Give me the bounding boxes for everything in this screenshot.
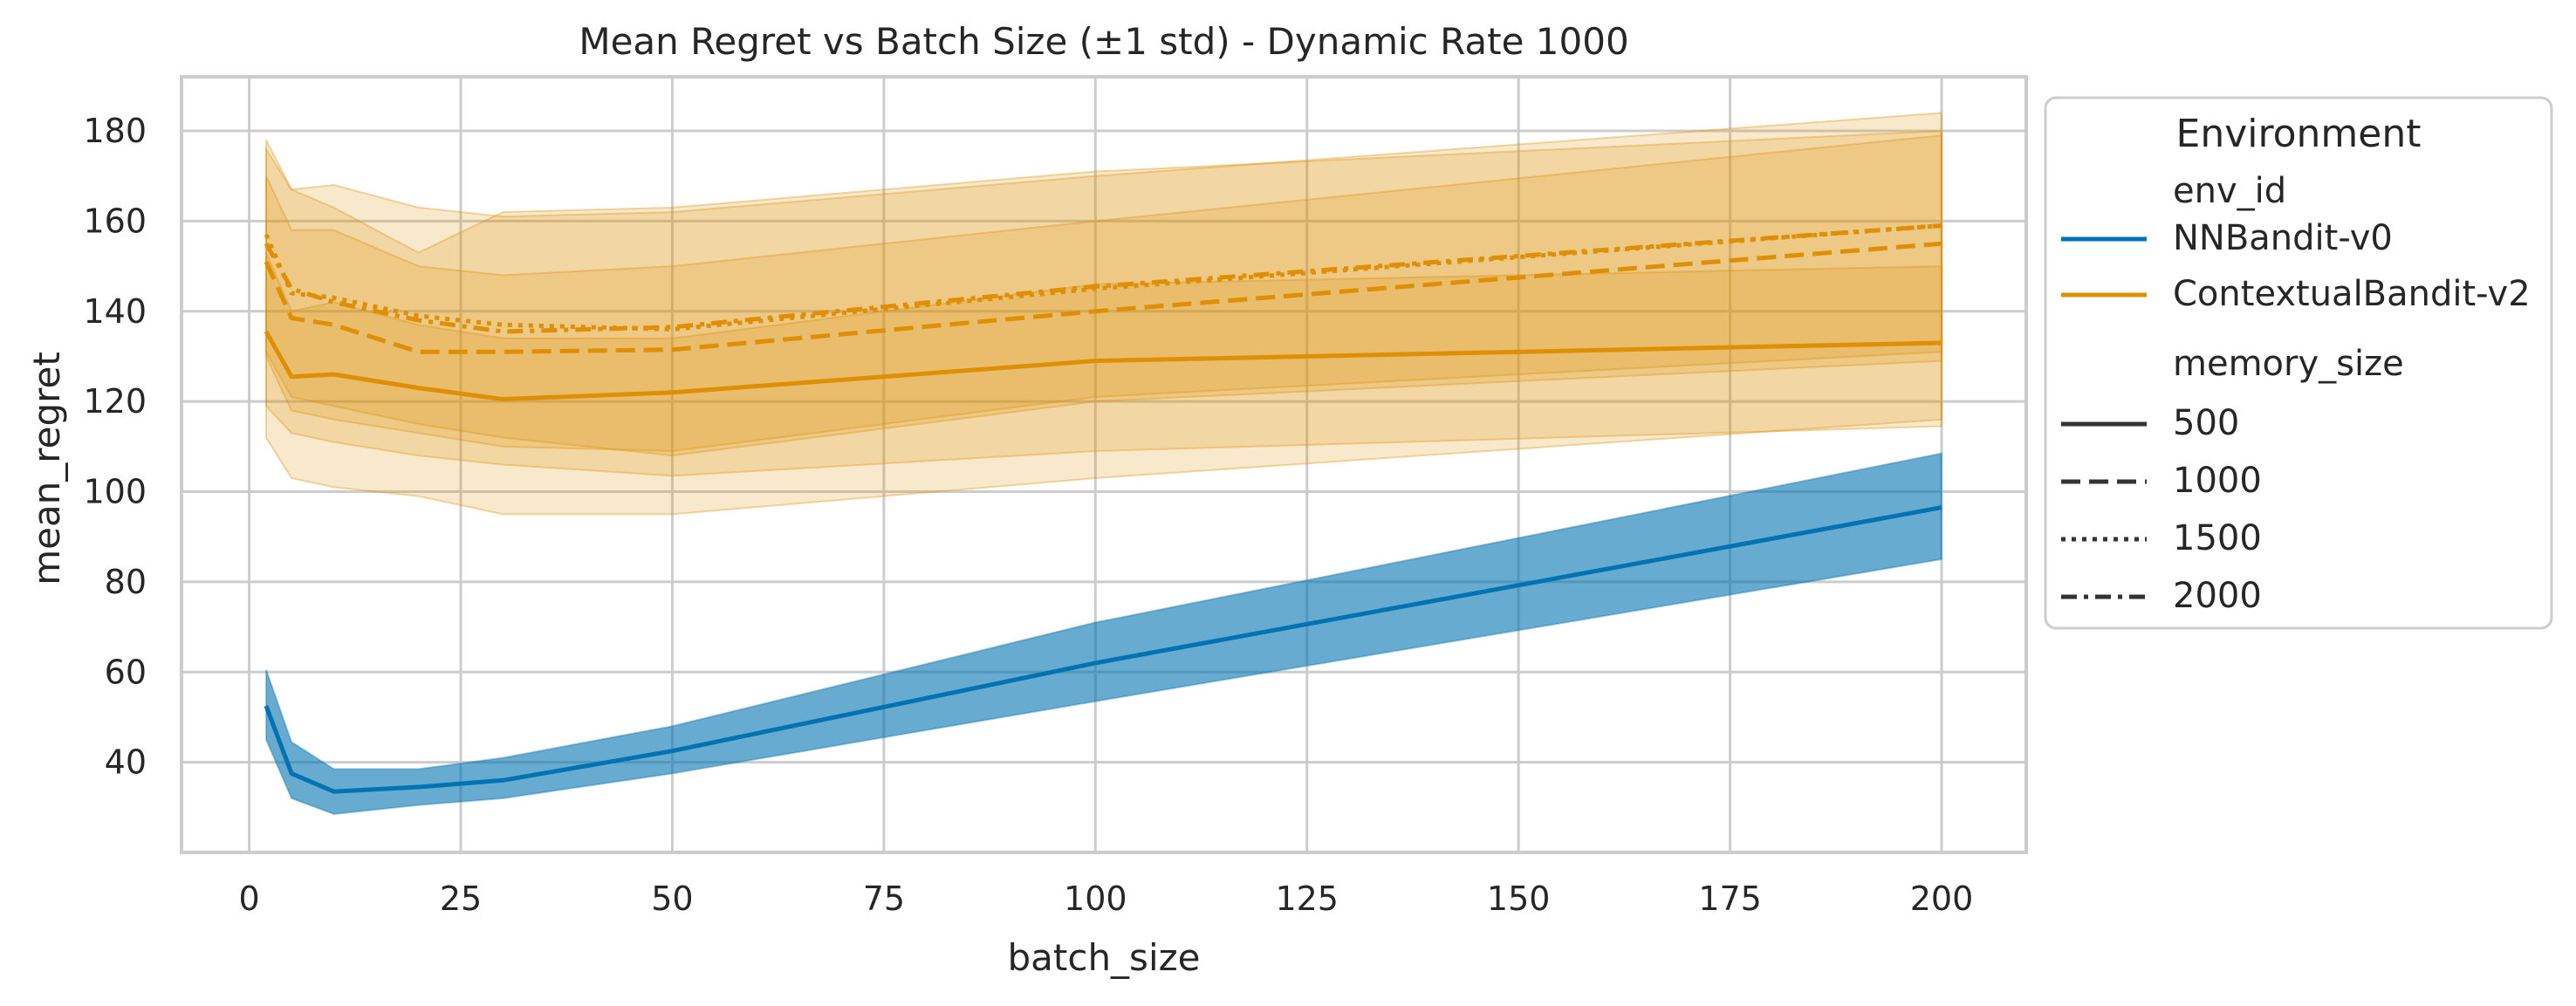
x-tick-label: 200 <box>1910 879 1974 918</box>
y-tick-label: 60 <box>105 653 147 691</box>
legend-entry-label: 2000 <box>2173 576 2262 616</box>
legend-box <box>2044 96 2553 630</box>
mean-lines <box>264 223 1942 794</box>
x-tick-label: 50 <box>651 879 693 918</box>
legend-title: Environment <box>2176 112 2422 156</box>
y-tick-label: 80 <box>105 563 147 601</box>
std-band-NNBandit-v0-500 <box>264 452 1943 816</box>
legend-style-entries: 500 1000 1500 2000 <box>2061 403 2262 616</box>
x-tick-label: 175 <box>1698 879 1762 918</box>
y-tick-labels: 40 60 80 100 120 140 160 180 <box>83 112 147 782</box>
std-band-ContextualBandit-v2-1000 <box>264 134 1943 452</box>
mean-line-ContextualBandit-v2-1000 <box>264 241 1942 354</box>
legend-hue-title: env_id <box>2173 171 2286 211</box>
y-tick-label: 160 <box>83 202 147 240</box>
y-tick-label: 140 <box>83 292 147 331</box>
legend-entry-label: ContextualBandit-v2 <box>2173 274 2531 314</box>
legend-hue-entries: NNBandit-v0 ContextualBandit-v2 <box>2061 218 2531 314</box>
std-band-ContextualBandit-v2-500 <box>264 252 1943 477</box>
y-tick-label: 120 <box>83 382 147 421</box>
grid-lines <box>182 77 2026 852</box>
x-tick-label: 0 <box>238 879 259 918</box>
std-bands <box>264 112 1943 816</box>
y-tick-label: 180 <box>83 112 147 150</box>
chart-title: Mean Regret vs Batch Size (±1 std) - Dyn… <box>579 20 1628 63</box>
legend-entry-label: NNBandit-v0 <box>2173 218 2393 258</box>
legend-entry-label: 1500 <box>2173 518 2262 558</box>
x-tick-label: 150 <box>1487 879 1551 918</box>
plot-frame <box>180 75 2028 854</box>
y-axis-label: mean_regret <box>25 352 68 585</box>
legend-entry-label: 500 <box>2173 403 2239 443</box>
mean-line-NNBandit-v0-500 <box>264 505 1942 794</box>
x-tick-label: 125 <box>1275 879 1339 918</box>
y-tick-label: 40 <box>105 743 147 782</box>
std-band-ContextualBandit-v2-1500 <box>264 112 1943 457</box>
legend-style-title: memory_size <box>2173 344 2404 384</box>
x-tick-labels: 0 25 50 75 100 125 150 175 200 <box>238 879 1973 918</box>
x-axis-label: batch_size <box>1007 936 1200 979</box>
legend-entry-label: 1000 <box>2173 461 2262 501</box>
y-tick-label: 100 <box>83 473 147 511</box>
legend: Environment env_id memory_size NNBandit-… <box>2044 96 2553 630</box>
std-band-ContextualBandit-v2-2000 <box>264 129 1943 516</box>
x-tick-label: 75 <box>863 879 905 918</box>
mean-line-ContextualBandit-v2-2000 <box>264 223 1942 334</box>
mean-line-ContextualBandit-v2-500 <box>264 330 1942 402</box>
x-tick-label: 100 <box>1064 879 1127 918</box>
x-tick-label: 25 <box>440 879 482 918</box>
